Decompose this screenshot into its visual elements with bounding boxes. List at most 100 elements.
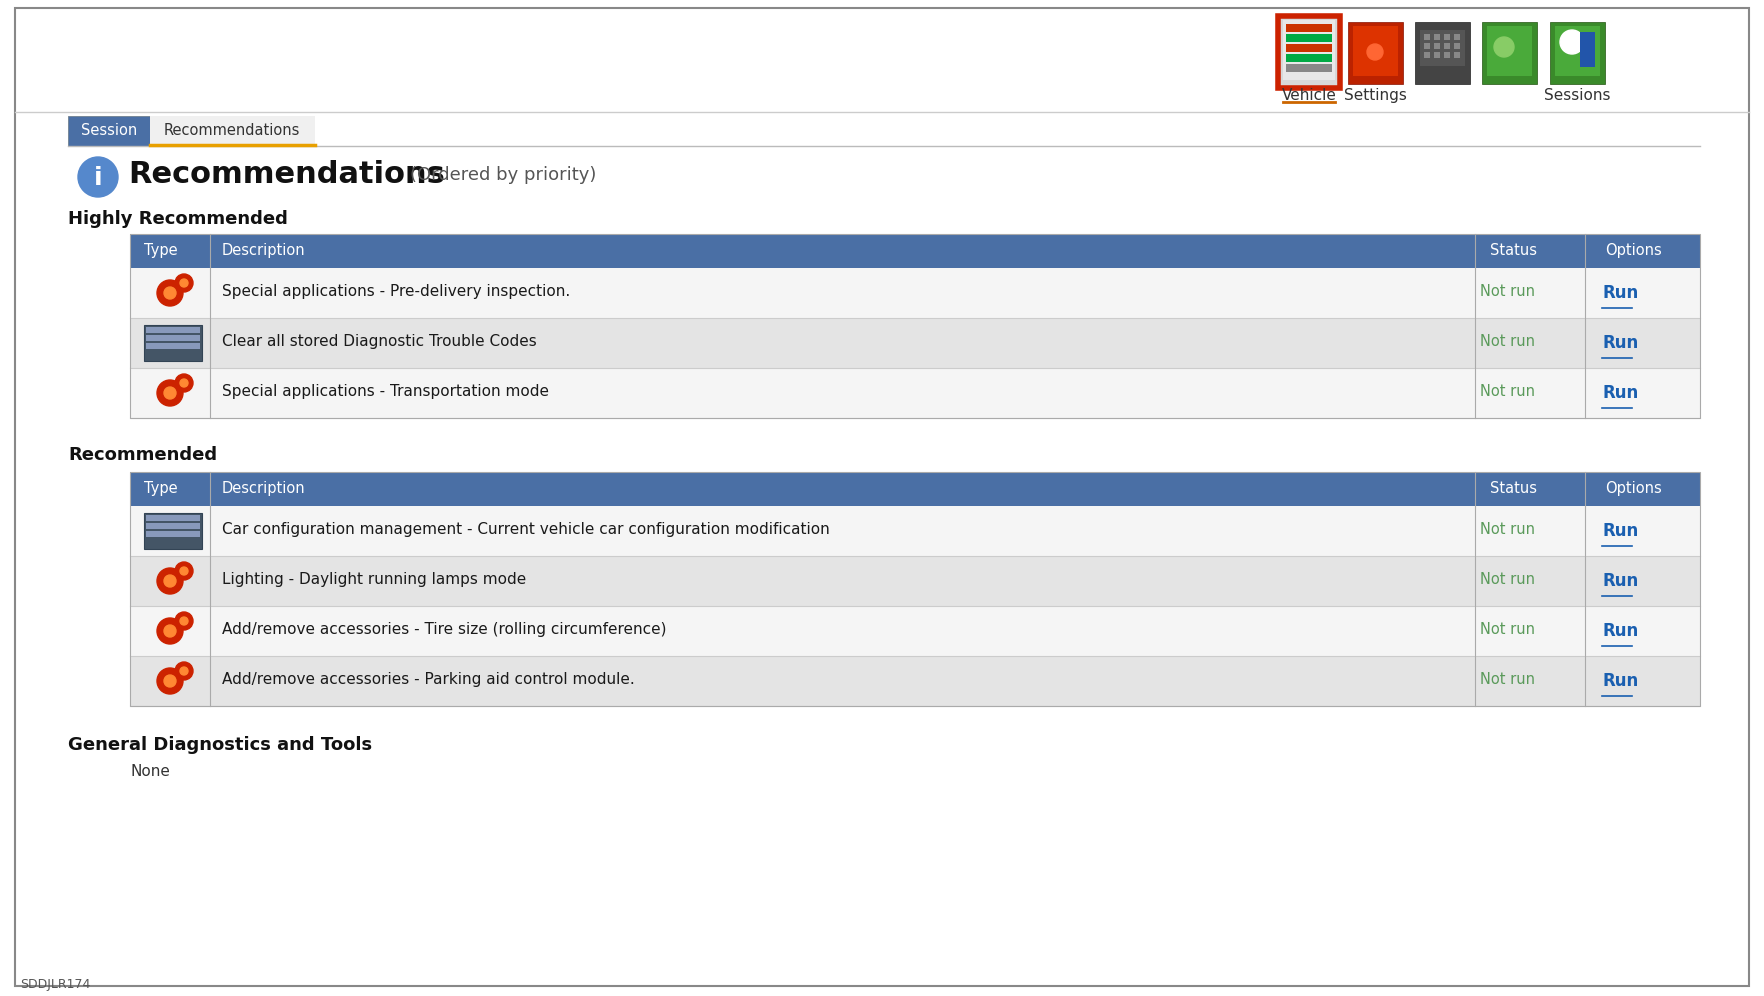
Text: Run: Run: [1602, 572, 1639, 590]
Circle shape: [180, 279, 189, 287]
Text: Recommendations: Recommendations: [129, 160, 445, 189]
Text: Run: Run: [1602, 522, 1639, 540]
Bar: [146, 327, 199, 333]
Bar: [1420, 30, 1464, 66]
Bar: [150, 116, 316, 146]
Bar: [131, 234, 1700, 268]
Text: Run: Run: [1602, 672, 1639, 690]
Text: Options: Options: [1605, 481, 1662, 496]
Text: Special applications - Transportation mode: Special applications - Transportation mo…: [222, 384, 549, 399]
Circle shape: [157, 380, 183, 406]
Text: Vehicle: Vehicle: [1282, 88, 1337, 103]
Bar: [145, 513, 203, 549]
Text: Session: Session: [81, 123, 138, 138]
Bar: [1286, 44, 1332, 52]
Circle shape: [157, 280, 183, 306]
Bar: [146, 515, 199, 521]
Bar: [1454, 34, 1461, 40]
Bar: [131, 268, 1700, 318]
Bar: [146, 343, 199, 349]
Circle shape: [164, 387, 176, 399]
Text: Special applications - Pre-delivery inspection.: Special applications - Pre-delivery insp…: [222, 284, 570, 299]
Text: Options: Options: [1605, 243, 1662, 258]
Bar: [131, 606, 1700, 656]
Bar: [145, 325, 203, 361]
Bar: [146, 335, 199, 341]
Text: (Ordered by priority): (Ordered by priority): [409, 166, 596, 184]
Text: Not run: Not run: [1480, 522, 1535, 537]
Circle shape: [78, 157, 118, 197]
Text: Run: Run: [1602, 622, 1639, 640]
Circle shape: [157, 668, 183, 694]
Bar: [1286, 24, 1332, 32]
Bar: [1445, 52, 1450, 58]
Circle shape: [164, 625, 176, 637]
Bar: [131, 368, 1700, 418]
Circle shape: [175, 274, 192, 292]
Bar: [131, 556, 1700, 606]
Bar: [131, 506, 1700, 556]
Bar: [1556, 26, 1600, 76]
Text: Not run: Not run: [1480, 672, 1535, 687]
Circle shape: [175, 374, 192, 392]
Bar: [1551, 22, 1605, 84]
Bar: [146, 531, 199, 537]
Bar: [1454, 52, 1461, 58]
Circle shape: [175, 562, 192, 580]
Circle shape: [175, 612, 192, 630]
Circle shape: [164, 287, 176, 299]
Bar: [1424, 34, 1431, 40]
Circle shape: [157, 618, 183, 644]
Text: Recommendations: Recommendations: [164, 123, 300, 138]
Text: Description: Description: [222, 243, 305, 258]
Bar: [1482, 22, 1536, 84]
Circle shape: [180, 617, 189, 625]
Bar: [1353, 26, 1399, 76]
Text: Type: Type: [145, 243, 178, 258]
Bar: [1434, 34, 1439, 40]
Text: Status: Status: [1491, 481, 1536, 496]
Text: Run: Run: [1602, 384, 1639, 402]
Text: Lighting - Daylight running lamps mode: Lighting - Daylight running lamps mode: [222, 572, 526, 587]
Text: Not run: Not run: [1480, 284, 1535, 299]
Bar: [1445, 34, 1450, 40]
Bar: [1277, 16, 1341, 88]
Circle shape: [180, 567, 189, 575]
Bar: [131, 472, 1700, 706]
Bar: [1415, 22, 1469, 84]
Text: Highly Recommended: Highly Recommended: [69, 210, 288, 228]
Circle shape: [180, 667, 189, 675]
Bar: [1424, 43, 1431, 49]
Circle shape: [175, 662, 192, 680]
Circle shape: [1559, 30, 1584, 54]
Circle shape: [1367, 44, 1383, 60]
Bar: [1348, 22, 1402, 84]
Text: None: None: [131, 764, 169, 779]
Text: Run: Run: [1602, 284, 1639, 302]
Text: Sessions: Sessions: [1544, 88, 1611, 103]
Bar: [1434, 43, 1439, 49]
Text: Recommended: Recommended: [69, 446, 217, 464]
Text: Not run: Not run: [1480, 572, 1535, 587]
Bar: [1434, 52, 1439, 58]
Text: Car configuration management - Current vehicle car configuration modification: Car configuration management - Current v…: [222, 522, 829, 537]
Text: SDDJLR174: SDDJLR174: [19, 978, 90, 991]
Bar: [1454, 43, 1461, 49]
Text: Not run: Not run: [1480, 334, 1535, 349]
Text: General Diagnostics and Tools: General Diagnostics and Tools: [69, 736, 372, 754]
Bar: [131, 656, 1700, 706]
Bar: [1487, 26, 1531, 76]
Circle shape: [180, 379, 189, 387]
Text: Not run: Not run: [1480, 622, 1535, 637]
Bar: [1286, 34, 1332, 42]
Text: Status: Status: [1491, 243, 1536, 258]
Text: i: i: [93, 166, 102, 190]
Text: Settings: Settings: [1344, 88, 1406, 103]
Text: Not run: Not run: [1480, 384, 1535, 399]
Text: Add/remove accessories - Tire size (rolling circumference): Add/remove accessories - Tire size (roll…: [222, 622, 667, 637]
Text: Add/remove accessories - Parking aid control module.: Add/remove accessories - Parking aid con…: [222, 672, 635, 687]
Bar: [1581, 32, 1595, 67]
Bar: [1286, 64, 1332, 72]
Text: Description: Description: [222, 481, 305, 496]
Circle shape: [164, 675, 176, 687]
